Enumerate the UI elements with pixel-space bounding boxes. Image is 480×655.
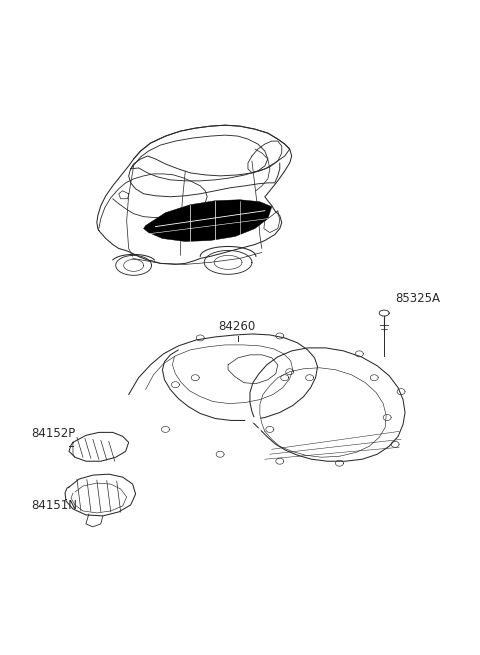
- Polygon shape: [144, 200, 272, 242]
- Text: 84260: 84260: [218, 320, 255, 333]
- Text: 85325A: 85325A: [395, 292, 440, 305]
- Text: 84152P: 84152P: [31, 427, 75, 440]
- Text: 84151N: 84151N: [31, 499, 77, 512]
